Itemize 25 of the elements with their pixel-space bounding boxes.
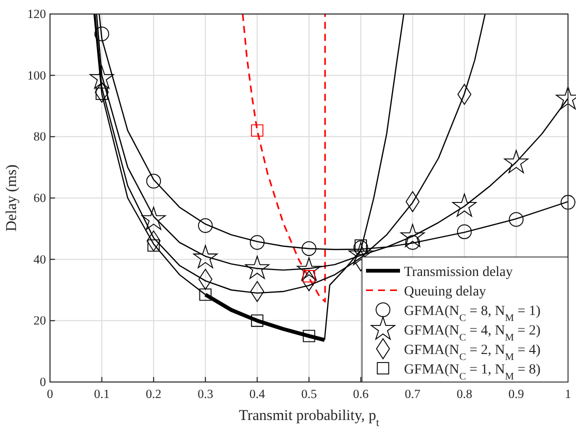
y-tick-label: 60 (34, 191, 46, 205)
x-axis-title: Transmit probability, p$_{t}$ (238, 408, 380, 429)
x-tick-label: 0.8 (456, 387, 472, 401)
x-tick-label: 0.3 (198, 387, 214, 401)
x-tick-label: 0.4 (249, 387, 266, 401)
y-tick-label: 20 (34, 314, 46, 328)
y-tick-label: 40 (34, 252, 46, 266)
y-tick-label: 80 (34, 130, 46, 144)
x-tick-label: 1 (564, 387, 572, 401)
legend-label: Queuing delay (404, 284, 486, 300)
y-tick-label: 0 (40, 375, 46, 389)
y-tick-label: 100 (27, 68, 46, 82)
x-tick-label: 0.1 (94, 387, 110, 401)
legend-label: GFMA(N$_{C}$ = 1, N$_{M}$ = 8) (404, 362, 541, 382)
x-tick-label: 0.9 (508, 387, 524, 401)
legend-label: GFMA(N$_{C}$ = 4, N$_{M}$ = 2) (404, 323, 541, 343)
legend-label: GFMA(N$_{C}$ = 8, N$_{M}$ = 1) (404, 304, 541, 324)
x-tick-label: 0.5 (301, 387, 317, 401)
y-axis-title: Delay (ms) (4, 164, 20, 232)
x-tick-label: 0.6 (352, 387, 369, 401)
x-tick-label: 0.2 (146, 387, 162, 401)
legend-label: Transmission delay (404, 264, 513, 280)
y-tick-label: 120 (27, 7, 46, 21)
x-tick-label: 0.7 (404, 387, 420, 401)
legend-label: GFMA(N$_{C}$ = 2, N$_{M}$ = 4) (404, 342, 541, 362)
